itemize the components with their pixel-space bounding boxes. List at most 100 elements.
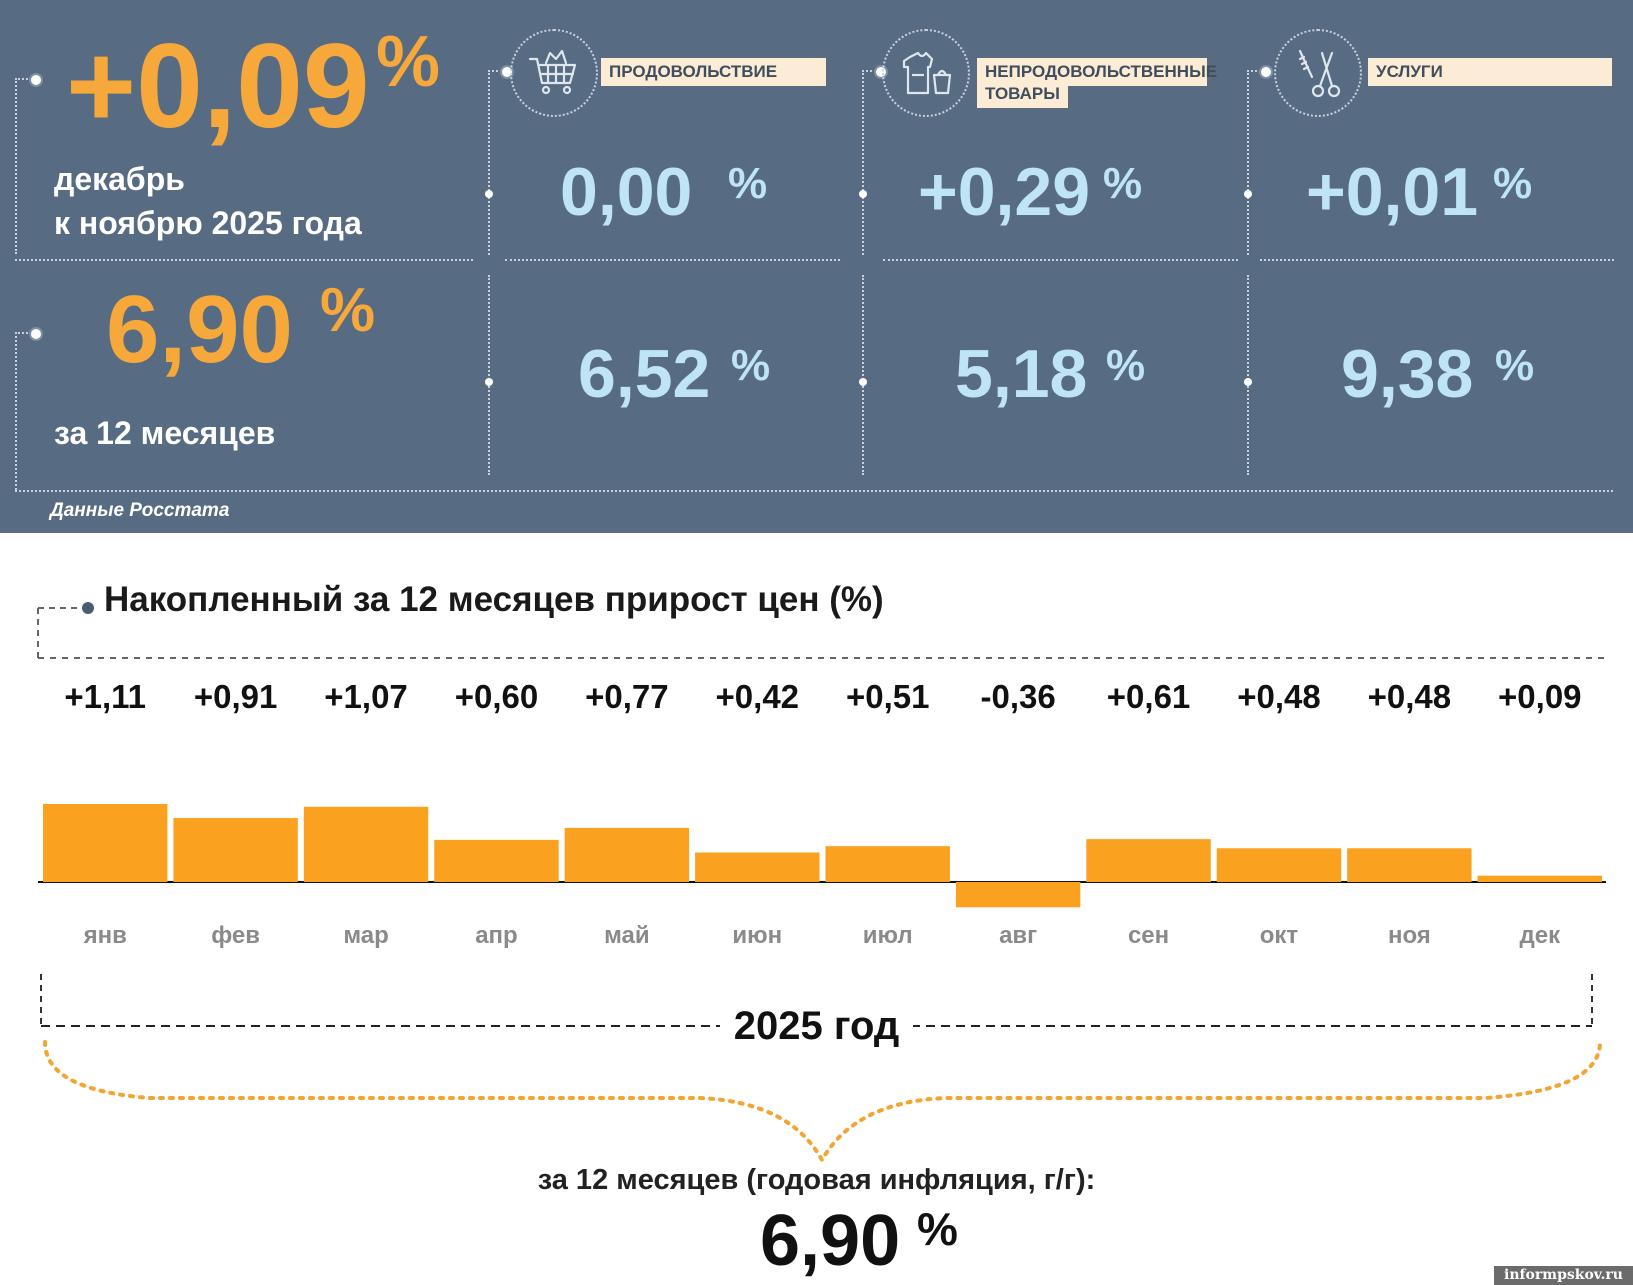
food-monthly-percent: %	[728, 159, 768, 208]
category-label-services: УСЛУГИ	[1368, 58, 1612, 86]
nonfood-monthly-value: +0,29	[918, 154, 1091, 230]
month-label-июн: июн	[732, 922, 782, 949]
monthly-caption-line1: декабрь	[54, 161, 185, 197]
month-label-апр: апр	[475, 922, 518, 949]
junction-dot	[485, 190, 493, 198]
month-label-сен: сен	[1128, 922, 1169, 949]
frame-line	[862, 70, 880, 72]
column-divider	[488, 275, 490, 475]
junction-dot	[485, 378, 493, 386]
junction-dot	[29, 327, 43, 341]
services-monthly-percent: %	[1493, 159, 1533, 208]
column-divider	[1247, 275, 1249, 475]
value-labels: +1,11 +0,91 +1,07 +0,60 +0,77 +0,42 +0,51 -0,36…	[64, 678, 1581, 715]
value-label-окт: +0,48	[1237, 678, 1321, 715]
month-label-ноя: ноя	[1388, 922, 1431, 949]
row-divider	[883, 259, 1238, 261]
frame-line	[15, 332, 35, 334]
value-label-дек: +0,09	[1498, 678, 1582, 715]
annual-inflation-percent: %	[320, 276, 376, 345]
bar-окт	[1216, 848, 1342, 882]
monthly-inflation-value: +0,09	[66, 19, 370, 153]
value-label-сен: +0,61	[1107, 678, 1191, 715]
summary-value: 6,90	[760, 1201, 901, 1281]
services-icon-circle	[1274, 29, 1362, 117]
frame-line	[488, 70, 506, 72]
services-annual-percent: %	[1495, 341, 1535, 390]
watermark: informpskov.ru	[1494, 1266, 1633, 1285]
value-label-май: +0,77	[585, 678, 669, 715]
bar-фев	[173, 818, 298, 882]
year-bracket	[40, 974, 1602, 1165]
bar-апр	[434, 839, 559, 882]
monthly-inflation-percent: %	[376, 22, 441, 102]
nonfood-icon-circle	[882, 29, 970, 117]
value-label-фев: +0,91	[194, 678, 278, 715]
bar-май	[564, 827, 690, 882]
value-label-авг: -0,36	[981, 678, 1056, 715]
bar-авг	[955, 882, 1081, 908]
bar-янв	[43, 804, 168, 882]
month-label-июл: июл	[863, 922, 913, 949]
column-divider	[862, 275, 864, 475]
junction-dot	[1244, 190, 1252, 198]
value-label-июл: +0,51	[846, 678, 930, 715]
frame-line	[1247, 70, 1265, 72]
scissors-comb-icon	[1298, 49, 1341, 98]
column-divider	[862, 70, 864, 255]
junction-dot	[859, 378, 867, 386]
month-label-мар: мар	[343, 922, 388, 949]
bar-дек	[1477, 875, 1602, 882]
category-label-nonfood-line1: НЕПРОДОВОЛЬСТВЕННЫЕ	[985, 62, 1218, 81]
month-labels: янв фев мар апр май июн июл авг сен окт ноя дек	[83, 922, 1562, 949]
row-divider	[505, 259, 840, 261]
month-label-май: май	[604, 922, 650, 949]
monthly-inflation-chart: +1,11 +0,91 +1,07 +0,60 +0,77 +0,42 +0,51 -0,36…	[37, 602, 1606, 949]
summary-panel: +0,09 % декабрь к ноябрю 2025 года 6,90 …	[0, 0, 1633, 533]
services-annual-value: 9,38	[1341, 336, 1474, 412]
services-monthly-value: +0,01	[1306, 154, 1479, 230]
nonfood-annual-value: 5,18	[955, 336, 1088, 412]
monthly-caption-line2: к ноябрю 2025 года	[54, 205, 362, 241]
row-divider	[1260, 259, 1614, 261]
value-label-июн: +0,42	[716, 678, 800, 715]
junction-dot	[1259, 65, 1273, 79]
junction-dot	[859, 190, 867, 198]
food-monthly-value: 0,00	[560, 154, 693, 230]
value-label-апр: +0,60	[455, 678, 539, 715]
frame-line	[15, 78, 35, 80]
frame-line	[15, 332, 17, 490]
food-annual-percent: %	[731, 341, 771, 390]
source-note: Данные Росстата	[50, 500, 230, 521]
category-label-food: ПРОДОВОЛЬСТВИЕ	[601, 58, 826, 86]
bar-сен	[1086, 839, 1211, 882]
bar-ноя	[1347, 848, 1472, 882]
clothing-icon	[902, 51, 952, 95]
annual-inflation-value: 6,90	[106, 276, 293, 383]
junction-dot	[1244, 378, 1252, 386]
bar-июл	[825, 846, 950, 882]
nonfood-annual-percent: %	[1106, 341, 1146, 390]
bar-июн	[695, 852, 820, 882]
food-annual-value: 6,52	[578, 336, 711, 412]
month-label-авг: авг	[999, 922, 1037, 949]
bar-мар	[303, 806, 429, 882]
frame-line	[15, 78, 17, 254]
month-label-дек: дек	[1519, 922, 1561, 949]
month-label-янв: янв	[83, 922, 127, 949]
value-label-ноя: +0,48	[1368, 678, 1452, 715]
column-divider	[488, 70, 490, 255]
summary-percent: %	[917, 1203, 958, 1255]
bottom-divider	[15, 490, 1613, 492]
nonfood-monthly-percent: %	[1103, 159, 1143, 208]
month-label-фев: фев	[211, 922, 260, 949]
chart-decor	[37, 602, 1605, 659]
year-label: 2025 год	[0, 1004, 1633, 1049]
year-label-text: 2025 год	[719, 1004, 914, 1048]
chart-title: Накопленный за 12 месяцев прирост цен (%…	[104, 580, 884, 619]
row-divider	[15, 259, 473, 261]
value-label-мар: +1,07	[324, 678, 408, 715]
junction-dot	[29, 73, 43, 87]
summary-label: за 12 месяцев (годовая инфляция, г/г):	[537, 1164, 1096, 1196]
bars	[38, 804, 1606, 908]
